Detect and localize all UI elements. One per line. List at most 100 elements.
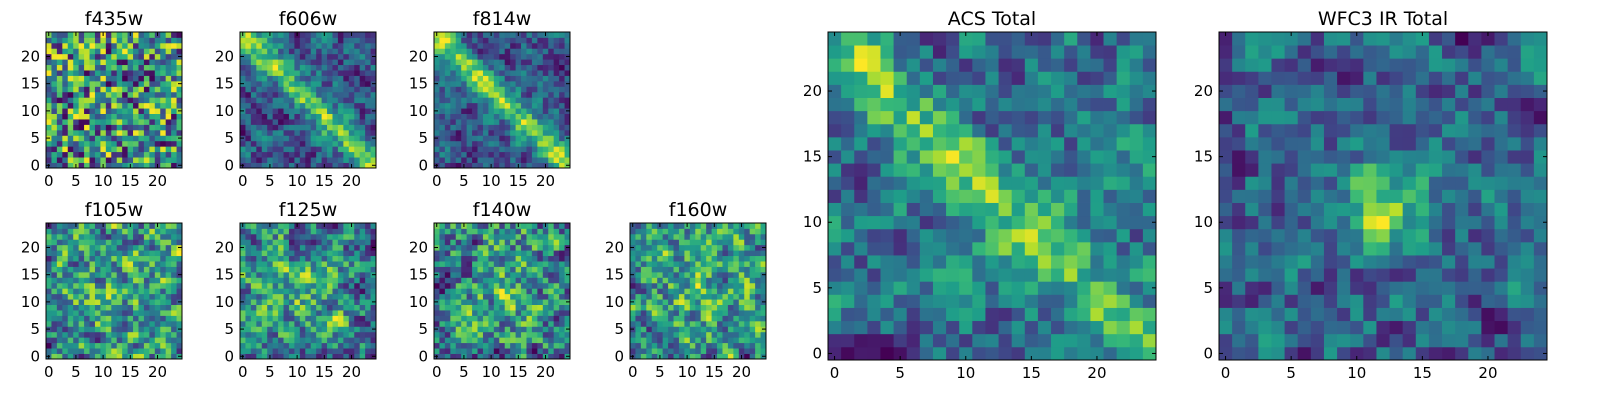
heatmap-cell bbox=[133, 272, 139, 278]
heatmap-cell bbox=[657, 310, 663, 316]
heatmap-cell bbox=[354, 223, 360, 229]
heatmap-cell bbox=[499, 146, 505, 152]
heatmap-cell bbox=[138, 239, 144, 245]
heatmap-cell bbox=[1117, 242, 1131, 256]
heatmap-cell bbox=[311, 130, 317, 136]
heatmap-cell bbox=[733, 272, 739, 278]
heatmap-cell bbox=[95, 157, 101, 163]
heatmap-cell bbox=[262, 157, 268, 163]
heatmap-cell bbox=[744, 321, 750, 327]
heatmap-cell bbox=[985, 268, 999, 282]
heatmap-cell bbox=[641, 332, 647, 338]
heatmap-cell bbox=[674, 310, 680, 316]
heatmap-cell bbox=[278, 332, 284, 338]
heatmap-cell bbox=[728, 343, 734, 349]
heatmap-cell bbox=[543, 267, 549, 273]
heatmap-cell bbox=[111, 124, 117, 130]
heatmap-cell bbox=[46, 332, 52, 338]
heatmap-cell bbox=[117, 272, 123, 278]
heatmap-cell bbox=[284, 76, 290, 82]
heatmap-cell bbox=[256, 146, 262, 152]
heatmap-cell bbox=[554, 43, 560, 49]
heatmap-cell bbox=[305, 321, 311, 327]
heatmap-cell bbox=[79, 146, 85, 152]
heatmap-cell bbox=[1104, 321, 1118, 335]
heatmap-cell bbox=[122, 283, 128, 289]
heatmap-cell bbox=[739, 245, 745, 251]
heatmap-cell bbox=[267, 305, 273, 311]
heatmap-cell bbox=[273, 32, 279, 38]
heatmap-cell bbox=[57, 43, 63, 49]
heatmap-cell bbox=[251, 315, 257, 321]
heatmap-cell bbox=[559, 261, 565, 267]
heatmap-cell bbox=[90, 43, 96, 49]
heatmap-cell bbox=[138, 81, 144, 87]
heatmap-cell bbox=[439, 124, 445, 130]
heatmap-cell bbox=[712, 283, 718, 289]
heatmap-cell bbox=[149, 157, 155, 163]
heatmap-cell bbox=[652, 245, 658, 251]
heatmap-cell bbox=[652, 321, 658, 327]
heatmap-cell bbox=[505, 337, 511, 343]
heatmap-cell bbox=[483, 70, 489, 76]
heatmap-cell bbox=[728, 267, 734, 273]
heatmap-cell bbox=[138, 261, 144, 267]
heatmap-cell bbox=[652, 234, 658, 240]
heatmap-cell bbox=[365, 70, 371, 76]
heatmap-cell bbox=[349, 272, 355, 278]
heatmap-cell bbox=[510, 48, 516, 54]
heatmap-cell bbox=[338, 81, 344, 87]
heatmap-cell bbox=[160, 141, 166, 147]
heatmap-cell bbox=[494, 321, 500, 327]
heatmap-cell bbox=[521, 343, 527, 349]
heatmap-cell bbox=[841, 242, 855, 256]
heatmap-cell bbox=[128, 43, 134, 49]
heatmap-cell bbox=[663, 288, 669, 294]
heatmap-cell bbox=[467, 305, 473, 311]
heatmap-cell bbox=[630, 310, 636, 316]
heatmap-cell bbox=[251, 124, 257, 130]
heatmap-cell bbox=[920, 347, 934, 361]
heatmap-cell bbox=[505, 250, 511, 256]
heatmap-cell bbox=[867, 308, 881, 322]
heatmap-cells bbox=[46, 32, 182, 168]
heatmap-cell bbox=[1077, 321, 1091, 335]
heatmap-cell bbox=[505, 37, 511, 43]
heatmap-cell bbox=[68, 305, 74, 311]
heatmap-cell bbox=[300, 76, 306, 82]
heatmap-cell bbox=[289, 348, 295, 354]
heatmap-cell bbox=[532, 234, 538, 240]
heatmap-cell bbox=[138, 48, 144, 54]
heatmap-cell bbox=[532, 343, 538, 349]
heatmap-cell bbox=[327, 348, 333, 354]
heatmap-cell bbox=[166, 310, 172, 316]
heatmap-cell bbox=[256, 267, 262, 273]
heatmap-cell bbox=[79, 310, 85, 316]
heatmap-cell bbox=[305, 59, 311, 65]
heatmap-cell bbox=[434, 76, 440, 82]
heatmap-cell bbox=[516, 59, 522, 65]
heatmap-cell bbox=[478, 70, 484, 76]
heatmap-cell bbox=[472, 223, 478, 229]
heatmap-cell bbox=[494, 81, 500, 87]
heatmap-cell bbox=[240, 48, 246, 54]
heatmap-cell bbox=[144, 332, 150, 338]
heatmap-cell bbox=[262, 261, 268, 267]
heatmap-cell bbox=[100, 146, 106, 152]
heatmap-cell bbox=[488, 348, 494, 354]
heatmap-cell bbox=[750, 261, 756, 267]
heatmap-cell bbox=[867, 150, 881, 164]
heatmap-cell bbox=[646, 299, 652, 305]
heatmap-cell bbox=[332, 152, 338, 158]
heatmap-cell bbox=[133, 152, 139, 158]
heatmap-cell bbox=[316, 37, 322, 43]
heatmap-cell bbox=[999, 163, 1013, 177]
heatmap-cell bbox=[526, 294, 532, 300]
heatmap-cell bbox=[755, 299, 761, 305]
heatmap-cell bbox=[149, 48, 155, 54]
heatmap-cell bbox=[360, 76, 366, 82]
heatmap-cell bbox=[537, 59, 543, 65]
heatmap-cell bbox=[149, 130, 155, 136]
heatmap-cell bbox=[251, 59, 257, 65]
heatmap-cell bbox=[543, 294, 549, 300]
